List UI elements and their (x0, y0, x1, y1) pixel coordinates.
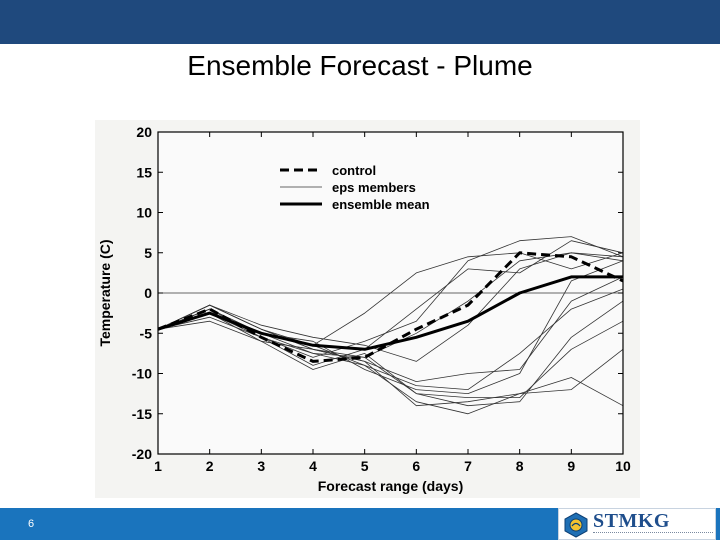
y-tick-label: 0 (144, 285, 152, 301)
slide-title: Ensemble Forecast - Plume (187, 50, 533, 81)
control-line (157, 251, 624, 363)
y-tick-label: 20 (136, 124, 152, 140)
x-tick-label: 6 (412, 458, 420, 474)
logo: STMKG (558, 508, 716, 540)
logo-subtitle-line (593, 532, 713, 536)
legend-label: eps members (332, 180, 416, 195)
eps-member-line (157, 288, 624, 391)
x-tick-label: 5 (361, 458, 369, 474)
y-tick-label: 15 (136, 164, 152, 180)
y-axis-label: Temperature (C) (97, 239, 113, 346)
eps-member-line (157, 304, 624, 407)
x-tick-label: 4 (309, 458, 317, 474)
eps-member-line (157, 252, 624, 362)
logo-text: STMKG (593, 510, 670, 532)
eps-member-line (157, 276, 624, 383)
chart-svg: -20 -15 -10 -5 0 5 10 15 20 1 2 3 4 5 6 7 8 9 10 Forecast r… (95, 120, 640, 498)
eps-member-line (157, 320, 624, 399)
y-tick-label: 10 (136, 205, 152, 221)
y-tick-label: -5 (140, 325, 153, 341)
chart-container: -20 -15 -10 -5 0 5 10 15 20 1 2 3 4 5 6 7 8 9 10 Forecast r… (95, 120, 640, 498)
x-axis-label: Forecast range (days) (318, 478, 464, 494)
y-tick-label: -10 (132, 366, 152, 382)
x-tick-label: 3 (257, 458, 265, 474)
y-tick-label: -20 (132, 446, 152, 462)
seal-icon (564, 512, 588, 538)
x-tick-label: 10 (615, 458, 631, 474)
x-tick-label: 1 (154, 458, 162, 474)
x-tick-label: 2 (206, 458, 214, 474)
legend-label: ensemble mean (332, 197, 430, 212)
header-band (0, 0, 720, 44)
x-tick-label: 8 (516, 458, 524, 474)
eps-member-line (157, 260, 624, 395)
x-tick-label: 7 (464, 458, 472, 474)
page-number: 6 (28, 518, 35, 530)
y-tick-label: -15 (132, 406, 152, 422)
legend-label: control (332, 163, 376, 178)
plot-frame (157, 131, 624, 455)
y-tick-label: 5 (144, 245, 152, 261)
x-tick-label: 9 (567, 458, 575, 474)
